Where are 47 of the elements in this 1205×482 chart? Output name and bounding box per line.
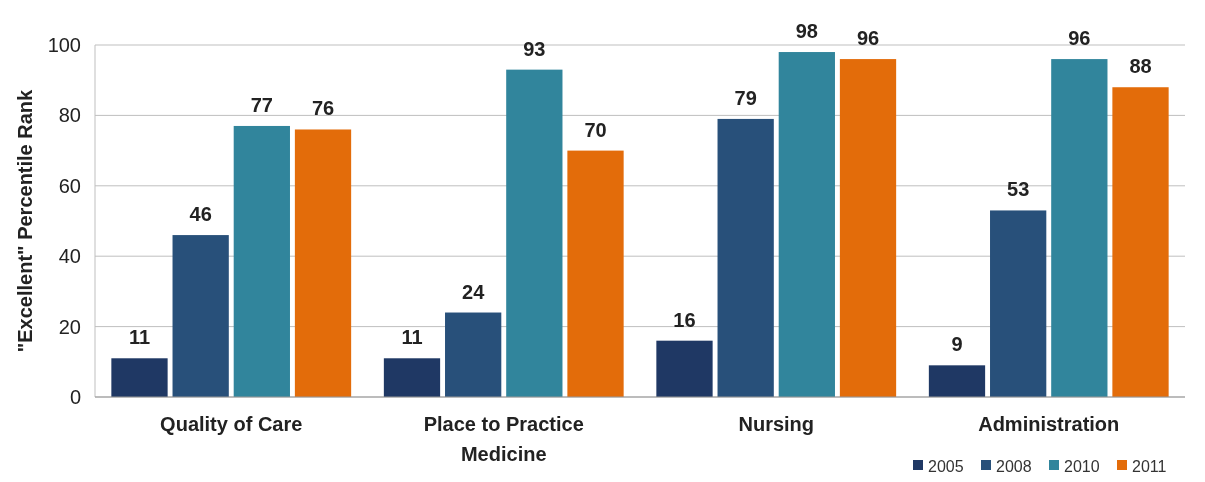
legend-label: 2011 xyxy=(1132,457,1167,475)
data-label: 16 xyxy=(673,308,696,331)
data-label: 96 xyxy=(856,27,880,50)
data-label: 98 xyxy=(795,20,818,43)
data-label: 9 xyxy=(951,333,963,356)
x-tick-label: Administration xyxy=(978,413,1120,435)
bar xyxy=(233,125,290,397)
data-label: 79 xyxy=(734,86,757,109)
bar xyxy=(1051,59,1108,397)
bar xyxy=(506,69,563,397)
legend-label: 2010 xyxy=(1064,457,1100,475)
data-label: 77 xyxy=(250,93,273,116)
y-tick-label: 100 xyxy=(47,34,81,56)
y-tick-label: 60 xyxy=(58,174,81,197)
data-label: 88 xyxy=(1129,55,1152,78)
bar xyxy=(717,118,774,397)
data-label: 76 xyxy=(311,97,335,120)
bar xyxy=(839,59,897,397)
data-label: 24 xyxy=(462,280,486,303)
bar xyxy=(111,358,168,397)
data-label: 46 xyxy=(189,203,212,226)
bar xyxy=(294,129,352,397)
bar xyxy=(172,235,229,397)
data-label: 96 xyxy=(1068,27,1091,50)
bar xyxy=(1112,87,1169,397)
bar xyxy=(445,312,502,397)
data-label: 11 xyxy=(401,326,423,349)
bar xyxy=(990,210,1047,397)
x-tick-label: Place to Practice Medicine xyxy=(423,413,584,465)
data-label: 53 xyxy=(1007,178,1030,201)
x-tick-label: Nursing xyxy=(738,413,815,435)
y-tick-label: 20 xyxy=(58,315,81,338)
y-axis-title: "Excellent" Percentile Rank xyxy=(14,88,36,353)
bar xyxy=(778,52,835,397)
y-tick-label: 0 xyxy=(69,386,81,408)
legend-label: 2005 xyxy=(928,457,964,475)
bar xyxy=(567,150,624,397)
data-label: 93 xyxy=(523,37,546,60)
bar xyxy=(383,358,441,397)
y-tick-label: 80 xyxy=(58,104,81,127)
x-tick-label: Quality of Care xyxy=(160,413,303,435)
bar xyxy=(656,340,713,397)
legend-label: 2008 xyxy=(996,457,1032,475)
data-label: 70 xyxy=(584,118,607,141)
y-tick-label: 40 xyxy=(58,245,81,268)
data-label: 11 xyxy=(128,326,151,349)
bar xyxy=(928,365,986,397)
